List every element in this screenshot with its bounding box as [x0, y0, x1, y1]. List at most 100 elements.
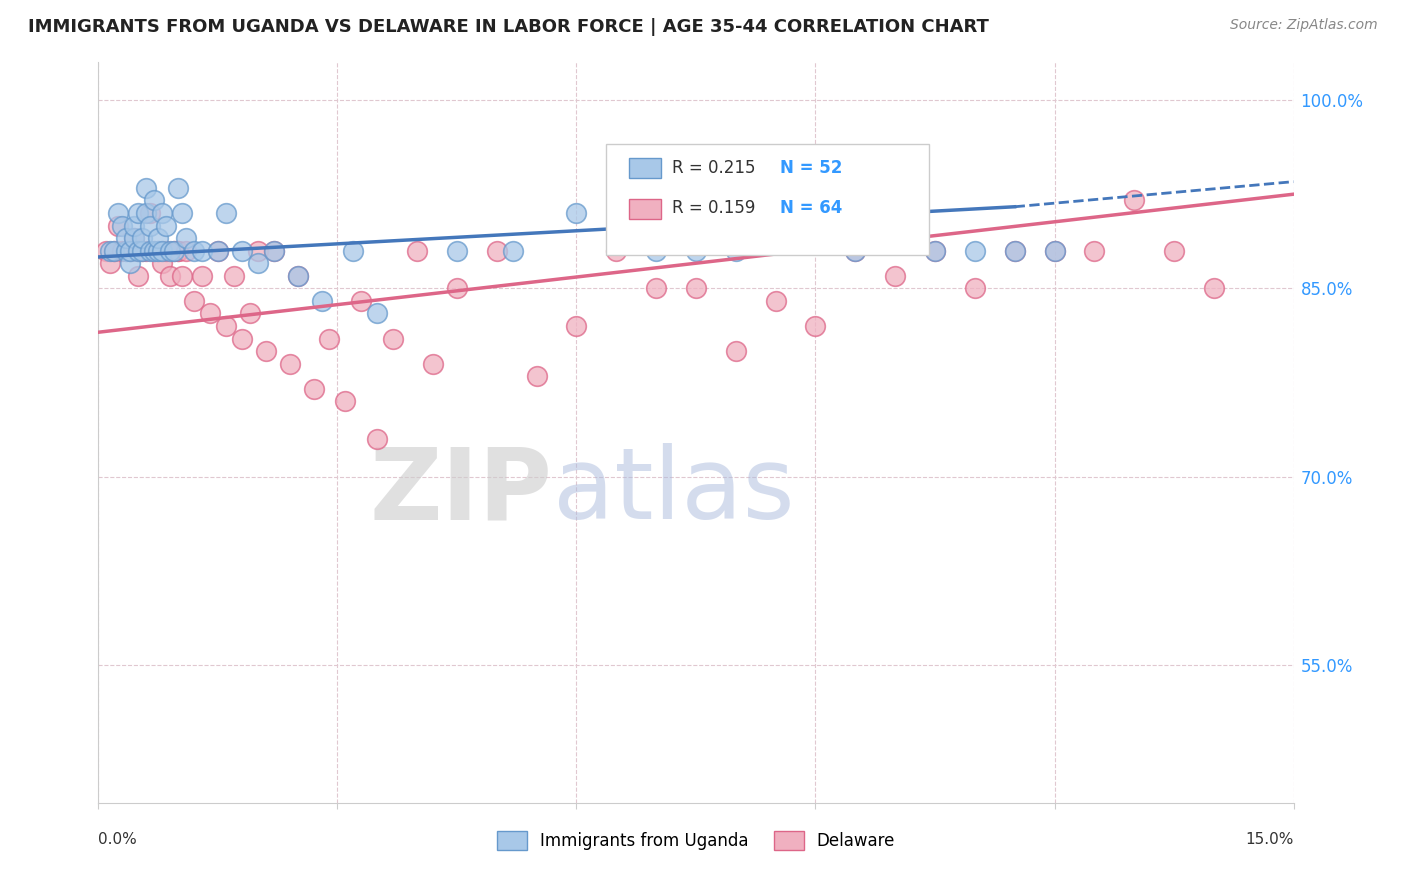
Point: [135, 206, 157, 220]
Point: [884, 268, 907, 283]
Point: [685, 281, 707, 295]
Point: [287, 268, 309, 283]
Point: [406, 244, 429, 258]
Point: [231, 331, 253, 345]
Point: [127, 206, 149, 220]
Point: [167, 244, 190, 258]
Point: [150, 206, 173, 220]
Point: [155, 244, 177, 258]
Point: [139, 219, 162, 233]
Point: [111, 219, 134, 233]
Point: [198, 306, 221, 320]
Point: [1163, 244, 1185, 258]
Point: [150, 256, 173, 270]
Point: [318, 331, 340, 345]
Point: [565, 318, 588, 333]
Point: [131, 244, 153, 258]
Point: [107, 206, 129, 220]
Point: [98, 244, 122, 258]
Point: [163, 244, 186, 258]
Point: [278, 357, 301, 371]
Point: [685, 244, 707, 258]
Point: [163, 244, 186, 258]
Point: [139, 206, 162, 220]
Point: [131, 244, 153, 258]
Text: R = 0.215: R = 0.215: [672, 159, 755, 177]
Point: [127, 244, 149, 258]
Point: [263, 244, 285, 258]
Point: [1004, 244, 1026, 258]
Point: [103, 244, 125, 258]
Point: [124, 219, 146, 233]
Point: [565, 206, 588, 220]
Point: [231, 244, 253, 258]
Text: 15.0%: 15.0%: [1246, 832, 1294, 847]
FancyBboxPatch shape: [628, 158, 661, 178]
Point: [422, 357, 444, 371]
Point: [124, 231, 146, 245]
Point: [127, 244, 149, 258]
Point: [446, 244, 468, 258]
Point: [207, 244, 229, 258]
Point: [191, 268, 214, 283]
Point: [382, 331, 405, 345]
Point: [263, 244, 285, 258]
Point: [120, 256, 142, 270]
Point: [335, 394, 357, 409]
Point: [148, 244, 170, 258]
Point: [924, 244, 946, 258]
Point: [143, 244, 166, 258]
Point: [215, 318, 238, 333]
Point: [302, 382, 325, 396]
Point: [124, 231, 146, 245]
Point: [103, 244, 125, 258]
Point: [115, 244, 138, 258]
Point: [167, 244, 190, 258]
Point: [167, 181, 190, 195]
Point: [765, 293, 787, 308]
Point: [159, 244, 181, 258]
Point: [120, 244, 142, 258]
Point: [183, 244, 205, 258]
Point: [311, 293, 333, 308]
Point: [174, 244, 197, 258]
Point: [135, 244, 157, 258]
FancyBboxPatch shape: [606, 144, 929, 255]
Text: atlas: atlas: [553, 443, 794, 541]
Point: [287, 268, 309, 283]
Point: [645, 281, 668, 295]
Point: [246, 256, 269, 270]
Point: [254, 344, 277, 359]
Point: [605, 244, 627, 258]
Point: [207, 244, 229, 258]
Text: N = 64: N = 64: [779, 199, 842, 218]
Point: [139, 244, 162, 258]
Point: [1043, 244, 1066, 258]
Point: [502, 244, 524, 258]
Point: [446, 281, 468, 295]
Point: [111, 244, 134, 258]
Point: [526, 369, 548, 384]
Point: [98, 256, 122, 270]
Point: [366, 306, 388, 320]
Text: 0.0%: 0.0%: [98, 832, 138, 847]
Point: [115, 231, 138, 245]
Text: IMMIGRANTS FROM UGANDA VS DELAWARE IN LABOR FORCE | AGE 35-44 CORRELATION CHART: IMMIGRANTS FROM UGANDA VS DELAWARE IN LA…: [28, 18, 988, 36]
Point: [724, 344, 747, 359]
Point: [844, 244, 866, 258]
Text: Source: ZipAtlas.com: Source: ZipAtlas.com: [1230, 18, 1378, 32]
Point: [172, 206, 194, 220]
Point: [366, 432, 388, 446]
Text: R = 0.159: R = 0.159: [672, 199, 755, 218]
Point: [804, 318, 827, 333]
Point: [131, 231, 153, 245]
Point: [159, 268, 181, 283]
Point: [115, 244, 138, 258]
Text: ZIP: ZIP: [370, 443, 553, 541]
Point: [183, 293, 205, 308]
Point: [127, 268, 149, 283]
Point: [215, 206, 238, 220]
Text: N = 52: N = 52: [779, 159, 842, 177]
Point: [135, 181, 157, 195]
Point: [120, 244, 142, 258]
